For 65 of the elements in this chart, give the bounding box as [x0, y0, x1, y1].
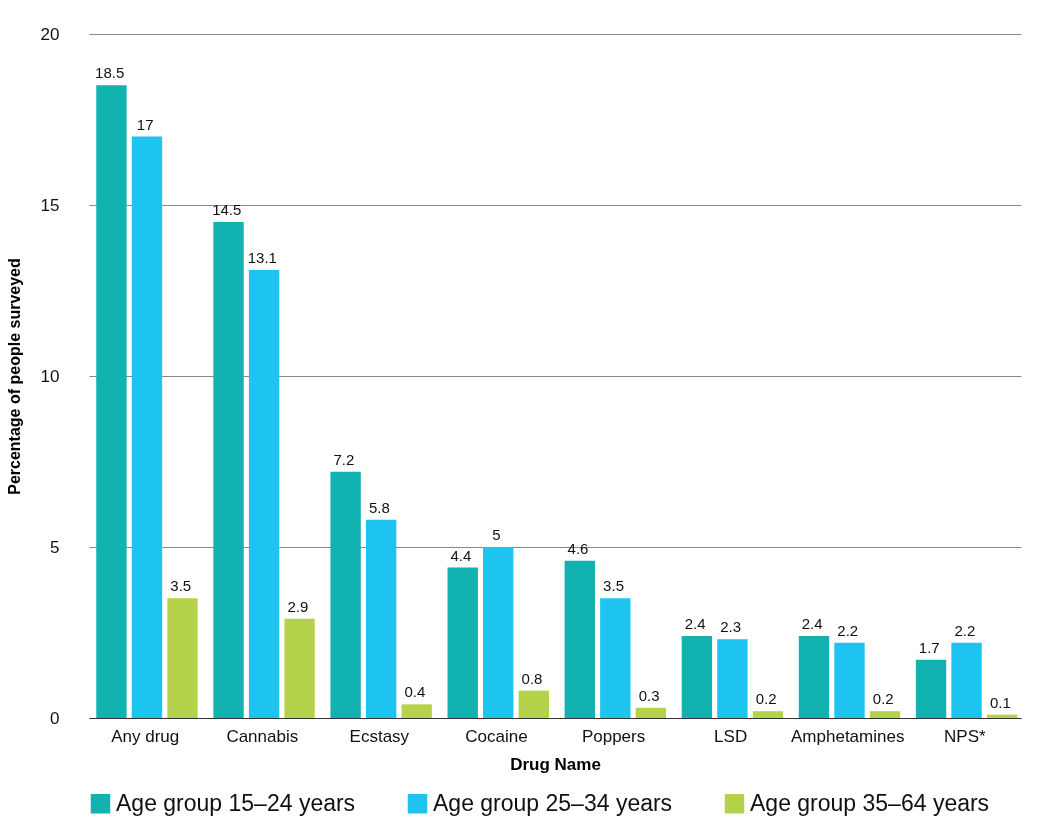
bar	[330, 471, 361, 718]
bar	[96, 85, 127, 718]
y-tick-label: 10	[40, 366, 60, 386]
bar	[951, 642, 982, 718]
bar	[915, 659, 947, 718]
bar	[717, 639, 748, 718]
bar	[681, 635, 713, 718]
data-label: 0.2	[755, 690, 777, 708]
legend-label: Age group 25–34 years	[433, 789, 673, 816]
x-tick-label: Poppers	[581, 726, 646, 746]
bar	[635, 707, 667, 718]
data-label: 13.1	[247, 248, 277, 266]
bar	[518, 690, 549, 718]
y-tick-label: 0	[50, 708, 60, 728]
bar	[401, 704, 432, 718]
x-tick-label: Any drug	[111, 726, 180, 746]
x-tick-label: Amphetamines	[791, 726, 905, 746]
y-axis-title: Percentage of people surveyed	[5, 258, 23, 495]
bar	[483, 547, 514, 718]
data-label: 2.3	[720, 618, 742, 636]
y-tick-label: 20	[40, 24, 60, 44]
x-tick-label: Cocaine	[465, 726, 528, 746]
data-label: 0.4	[404, 683, 426, 701]
data-label: 2.2	[837, 621, 859, 639]
y-tick-label: 5	[50, 537, 60, 557]
bar	[167, 598, 198, 718]
data-label: 17	[136, 115, 154, 133]
data-label: 0.8	[521, 669, 543, 687]
data-label: 7.2	[333, 450, 355, 468]
data-label: 5	[492, 526, 501, 543]
data-label: 2.4	[801, 614, 823, 632]
data-label: 18.5	[95, 64, 125, 82]
data-label: 2.9	[287, 597, 309, 615]
x-tick-label: LSD	[714, 726, 748, 746]
y-tick-label: 15	[40, 195, 60, 215]
legend-label: Age group 15–24 years	[116, 789, 356, 816]
data-label: 5.8	[368, 498, 390, 516]
x-tick-label: Ecstasy	[349, 726, 410, 746]
data-label: 4.6	[567, 539, 589, 557]
data-label: 2.4	[684, 614, 706, 632]
x-tick-label: NPS*	[944, 726, 986, 746]
bar	[564, 560, 595, 718]
bar	[600, 598, 631, 718]
bar	[365, 519, 397, 718]
data-label: 3.5	[603, 577, 624, 595]
legend-label: Age group 35–64 years	[750, 789, 990, 816]
bar	[798, 635, 830, 718]
data-label: 0.2	[872, 690, 894, 708]
bar	[752, 711, 784, 718]
data-label: 14.5	[212, 201, 242, 219]
x-axis-title: Drug Name	[510, 754, 601, 774]
data-label: 3.5	[170, 577, 192, 595]
data-label: 0.1	[989, 693, 1011, 711]
data-label: 0.3	[638, 686, 660, 704]
data-label: 1.7	[918, 638, 940, 656]
bar	[248, 269, 280, 718]
bar	[834, 642, 865, 718]
bar	[131, 136, 163, 718]
bar	[447, 567, 478, 718]
bar	[284, 618, 315, 718]
x-tick-label: Cannabis	[226, 726, 299, 746]
data-label: 4.4	[450, 546, 472, 564]
bar	[213, 222, 244, 718]
data-label: 2.2	[954, 621, 976, 639]
bar	[869, 711, 901, 718]
